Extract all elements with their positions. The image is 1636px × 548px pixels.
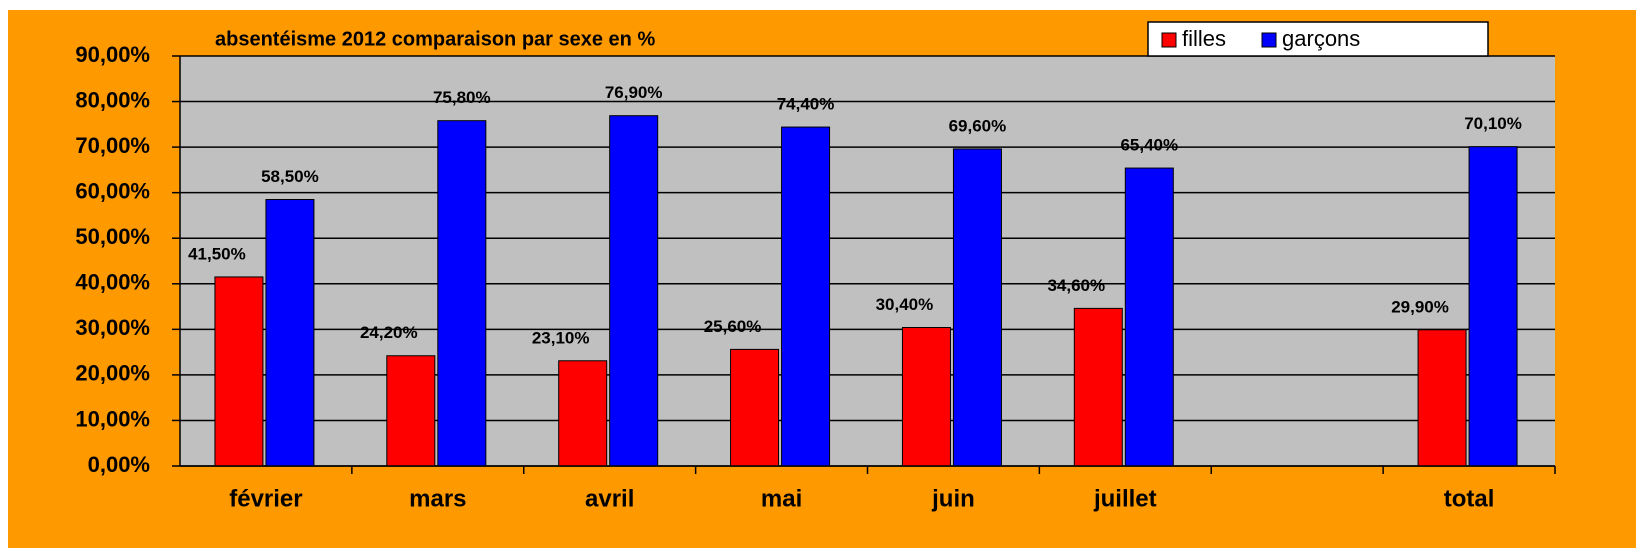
bar	[214, 276, 264, 467]
value-label: 75,80%	[433, 88, 491, 107]
bar	[1417, 329, 1467, 467]
value-label: 25,60%	[704, 317, 762, 336]
bar	[1073, 307, 1123, 467]
bar	[952, 148, 1002, 467]
legend-label: filles	[1182, 26, 1226, 51]
bar	[386, 355, 436, 467]
bar	[609, 115, 659, 467]
value-label: 24,20%	[360, 323, 418, 342]
value-label: 34,60%	[1047, 276, 1105, 295]
x-tick-label: juillet	[1093, 485, 1157, 512]
value-label: 41,50%	[188, 244, 246, 263]
bar	[265, 199, 315, 467]
legend-swatch	[1261, 32, 1277, 48]
value-label: 70,10%	[1464, 114, 1522, 133]
legend-box	[1147, 21, 1489, 57]
value-label: 76,90%	[605, 83, 663, 102]
y-tick-label: 80,00%	[75, 87, 150, 112]
legend-swatch	[1161, 32, 1177, 48]
y-tick-label: 50,00%	[75, 224, 150, 249]
x-tick-label: total	[1444, 485, 1495, 512]
bar	[437, 120, 487, 467]
y-tick-label: 30,00%	[75, 315, 150, 340]
value-label: 30,40%	[876, 295, 934, 314]
x-tick-label: mars	[409, 485, 466, 512]
y-tick-label: 40,00%	[75, 270, 150, 295]
x-tick-label: mai	[761, 485, 802, 512]
y-tick-label: 60,00%	[75, 178, 150, 203]
bar	[1124, 167, 1174, 467]
y-tick-label: 20,00%	[75, 361, 150, 386]
legend-label: garçons	[1282, 26, 1360, 51]
value-label: 58,50%	[261, 167, 319, 186]
bar	[558, 360, 608, 467]
bar	[730, 348, 780, 467]
y-tick-label: 90,00%	[75, 42, 150, 67]
y-tick-label: 0,00%	[88, 452, 150, 477]
bar	[781, 126, 831, 467]
x-tick-label: février	[229, 485, 302, 512]
bar	[901, 327, 951, 467]
chart-title: absentéisme 2012 comparaison par sexe en…	[215, 28, 655, 50]
y-tick-label: 10,00%	[75, 406, 150, 431]
value-label: 29,90%	[1391, 297, 1449, 316]
plot-area	[180, 56, 1555, 466]
y-tick-label: 70,00%	[75, 133, 150, 158]
value-label: 74,40%	[777, 95, 835, 114]
value-label: 23,10%	[532, 328, 590, 347]
value-label: 65,40%	[1120, 136, 1178, 155]
x-tick-label: avril	[585, 485, 634, 512]
value-label: 69,60%	[949, 116, 1007, 135]
bar	[1468, 146, 1518, 467]
x-tick-label: juin	[931, 485, 975, 512]
